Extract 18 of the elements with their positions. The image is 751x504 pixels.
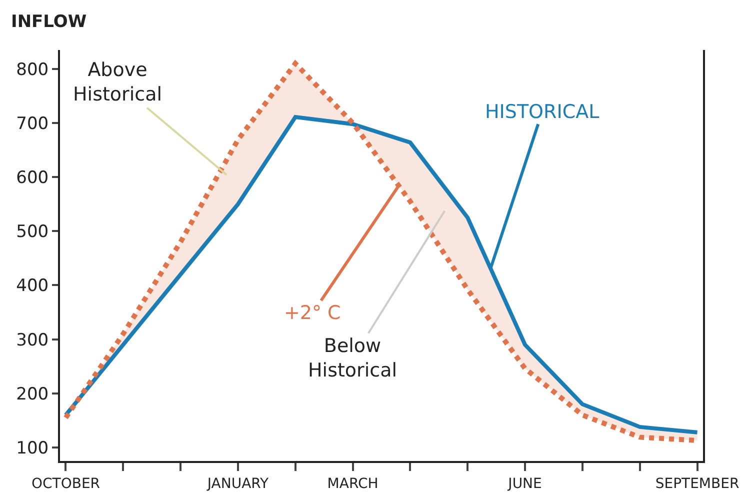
y-tick-label: 600 — [16, 168, 49, 188]
y-tick-label: 400 — [16, 276, 49, 296]
x-tick-label: MARCH — [327, 476, 378, 492]
x-tick-label: JANUARY — [206, 476, 269, 492]
y-tick-label: 100 — [16, 438, 49, 458]
annotation: Above Historical — [73, 59, 162, 106]
x-tick-label: OCTOBER — [31, 476, 100, 492]
x-tick-label: SEPTEMBER — [655, 476, 740, 492]
x-tick-label: JUNE — [507, 476, 542, 492]
y-tick-label: 300 — [16, 330, 49, 350]
y-axis-title: INFLOW — [11, 12, 87, 32]
annotation: Below Historical — [308, 335, 397, 382]
text: +2° C — [284, 302, 341, 324]
text: HISTORICAL — [485, 101, 600, 123]
y-tick-label: 500 — [16, 222, 49, 242]
y-tick-label: 700 — [16, 114, 49, 134]
y-tick-label: 200 — [16, 384, 49, 404]
y-tick-label: 800 — [16, 60, 49, 80]
